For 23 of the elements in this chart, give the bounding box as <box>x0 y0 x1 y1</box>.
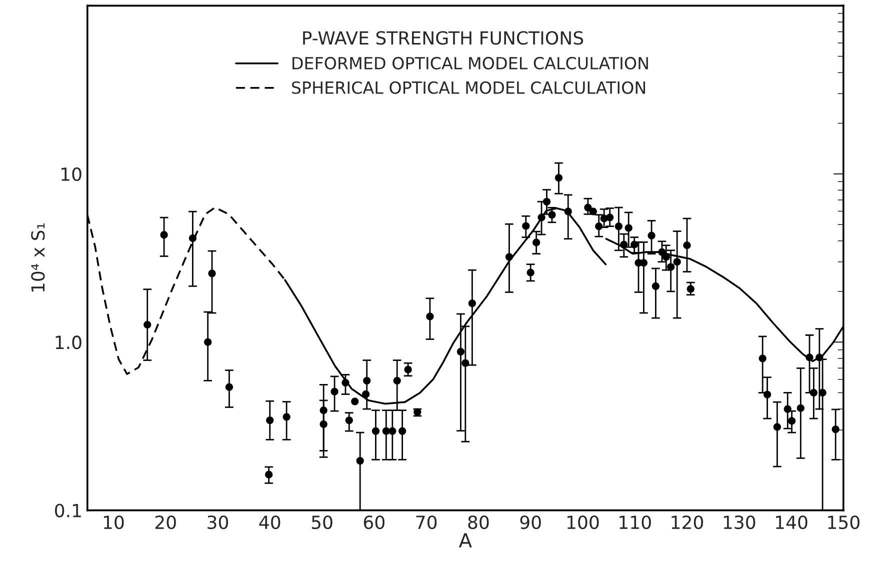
x-tick-label: 40 <box>259 515 280 530</box>
legend-label: SPHERICAL OPTICAL MODEL CALCULATION <box>292 81 646 94</box>
x-tick-label: 100 <box>567 515 599 530</box>
x-axis-title: A <box>458 533 472 548</box>
x-tick-label: 70 <box>416 515 437 530</box>
x-tick-label: 50 <box>312 515 332 530</box>
y-tick-label: 0.1 <box>55 504 81 518</box>
y-tick-label: 1.0 <box>56 336 82 350</box>
x-tick-label: 20 <box>155 515 176 530</box>
x-tick-label: 80 <box>468 515 489 530</box>
legend-label: DEFORMED OPTICAL MODEL CALCULATION <box>292 56 648 70</box>
x-tick-label: 60 <box>364 515 384 530</box>
x-tick-label: 150 <box>828 515 860 530</box>
x-tick-label: 90 <box>520 515 541 530</box>
x-tick-label: 120 <box>672 515 704 530</box>
y-tick-label: 10 <box>62 167 82 181</box>
x-tick-label: 110 <box>620 515 651 530</box>
x-tick-label: 30 <box>208 515 228 530</box>
x-tick-label: 130 <box>724 515 756 530</box>
legend-title: P-WAVE STRENGTH FUNCTIONS <box>303 31 584 45</box>
x-tick-label: 10 <box>104 515 124 530</box>
y-axis-title: 10⁴ x S₁ <box>31 223 45 292</box>
x-tick-label: 140 <box>776 515 808 530</box>
